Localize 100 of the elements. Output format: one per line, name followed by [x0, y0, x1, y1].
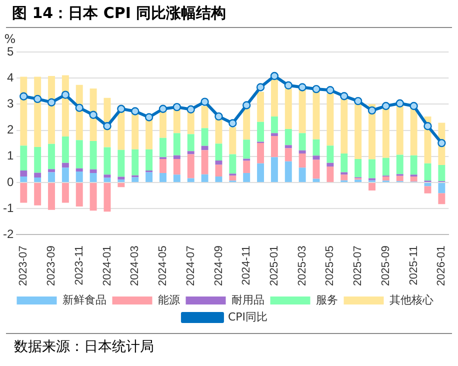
x-tick-label: 2025-07 [352, 246, 364, 286]
bar [298, 153, 306, 168]
bar [201, 146, 208, 150]
x-tick-label: 2024-01 [101, 246, 114, 286]
bar [298, 133, 306, 150]
legend-label: 其他核心 [389, 293, 434, 306]
bar [438, 164, 446, 182]
bar [62, 136, 69, 163]
bar [20, 170, 28, 176]
bar [215, 118, 222, 144]
bar [104, 182, 111, 212]
point [89, 110, 98, 119]
bar [229, 176, 236, 181]
point [298, 83, 306, 92]
bar [118, 176, 125, 180]
y-axis-title: % [4, 32, 16, 46]
bar [368, 159, 376, 178]
point [326, 86, 334, 94]
bar [215, 144, 222, 161]
point [158, 104, 168, 113]
bar [173, 155, 180, 159]
bar [257, 122, 264, 142]
bar [104, 174, 111, 178]
bar [118, 182, 125, 188]
x-tick-label: 2024-03 [129, 246, 142, 286]
bar [396, 105, 404, 155]
bar [229, 127, 236, 154]
bar [146, 149, 153, 170]
point [284, 81, 292, 90]
x-tick-label: 2024-11 [240, 246, 253, 286]
bar [187, 134, 194, 152]
bar [34, 172, 42, 178]
legend-label: 耐用品 [231, 293, 264, 306]
bar [424, 186, 432, 194]
bar [34, 146, 42, 173]
bar [340, 174, 348, 180]
bar [438, 193, 446, 204]
y-tick-label: 0 [6, 174, 14, 189]
bar [132, 177, 139, 182]
point [144, 113, 154, 122]
point [103, 122, 112, 130]
bar [270, 116, 278, 134]
bar [20, 182, 28, 203]
bar [90, 182, 97, 211]
bar [160, 158, 166, 174]
bar [298, 168, 306, 182]
bar [48, 144, 55, 170]
legend-label: CPI同比 [228, 310, 268, 324]
bar [187, 154, 194, 178]
x-tick-label: 2024-05 [157, 246, 170, 286]
bar [215, 164, 222, 176]
bar [62, 162, 69, 168]
bar [146, 172, 153, 182]
bar [173, 174, 180, 182]
point [214, 112, 223, 121]
bar [410, 176, 418, 182]
x-tick-label: 2025-01 [268, 246, 280, 286]
bar [410, 155, 418, 175]
bar [76, 182, 83, 206]
bar [284, 148, 292, 162]
point [382, 102, 390, 110]
chart-title: 图 14：日本 CPI 同比涨幅结构 [6, 0, 452, 28]
y-tick-label: -1 [3, 200, 14, 215]
bar [298, 150, 306, 154]
bar [90, 169, 97, 174]
bar [104, 147, 111, 175]
bar [201, 174, 208, 182]
bar [312, 156, 320, 160]
point [75, 104, 84, 112]
x-tick-label: 2023-09 [46, 246, 58, 286]
point [20, 92, 28, 100]
legend-label: 能源 [158, 293, 180, 306]
bar [340, 153, 348, 172]
point [33, 94, 42, 104]
point [368, 106, 376, 115]
point [242, 101, 251, 110]
point [396, 99, 404, 108]
bar [48, 172, 55, 182]
x-tick-label: 2025-03 [296, 246, 308, 286]
bar [326, 146, 334, 163]
bar [20, 76, 28, 146]
x-tick-label: 2024-07 [184, 246, 197, 286]
point [47, 98, 56, 106]
point [410, 102, 418, 110]
bar [243, 160, 250, 174]
legend-label: 新鲜食品 [62, 293, 106, 306]
bar [160, 138, 166, 158]
bar [48, 169, 55, 172]
bar [201, 106, 208, 128]
bar [270, 157, 278, 182]
bar [187, 178, 194, 182]
bar [354, 158, 362, 178]
bar [173, 133, 180, 156]
point [186, 105, 195, 114]
bar [326, 166, 334, 182]
legend-label: 服务 [316, 293, 338, 306]
bar [90, 140, 97, 170]
point [61, 90, 70, 99]
bar [396, 154, 404, 174]
point [200, 98, 209, 106]
